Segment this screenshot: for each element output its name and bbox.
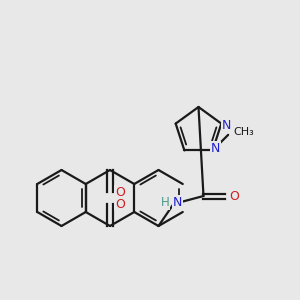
Text: N: N: [211, 142, 220, 155]
Text: O: O: [230, 190, 239, 202]
Text: N: N: [173, 196, 182, 208]
Text: O: O: [115, 197, 125, 211]
Text: H: H: [161, 196, 170, 209]
Text: CH₃: CH₃: [233, 127, 254, 137]
Text: O: O: [115, 185, 125, 199]
Text: N: N: [222, 119, 231, 132]
